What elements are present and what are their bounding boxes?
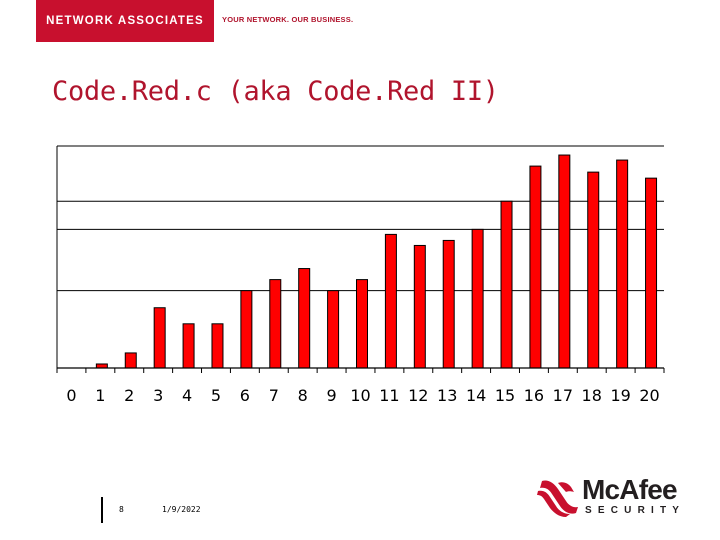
bar-8 (298, 268, 311, 369)
footer-divider (101, 497, 103, 523)
x-tick-label-6: 6 (240, 386, 250, 405)
page-title: Code.Red.c (aka Code.Red II) (52, 76, 499, 107)
brand-tagline: YOUR NETWORK. OUR BUSINESS. (222, 15, 354, 24)
bar-16 (529, 165, 542, 369)
bar-5 (211, 323, 224, 369)
bar-13 (442, 239, 455, 369)
mcafee-security-label: SECURITY (585, 505, 686, 516)
x-tick-label-8: 8 (298, 386, 308, 405)
chart-bars (95, 154, 658, 369)
x-tick-label-13: 13 (437, 386, 457, 405)
bar-9 (327, 290, 340, 369)
bar-1 (95, 363, 108, 369)
slide-date: 1/9/2022 (162, 505, 201, 514)
x-tick-label-9: 9 (327, 386, 337, 405)
x-tick-label-19: 19 (610, 386, 630, 405)
brand-banner: NETWORK ASSOCIATES (36, 0, 214, 42)
bar-10 (356, 279, 368, 369)
x-tick-label-4: 4 (182, 386, 192, 405)
x-tick-label-20: 20 (639, 386, 659, 405)
bar-6 (240, 290, 253, 369)
x-tick-label-5: 5 (211, 386, 221, 405)
bar-12 (413, 244, 426, 369)
x-tick-label-12: 12 (408, 386, 428, 405)
x-tick-label-11: 11 (379, 386, 399, 405)
x-tick-label-3: 3 (153, 386, 163, 405)
bar-18 (587, 171, 600, 369)
x-tick-label-15: 15 (495, 386, 515, 405)
x-tick-label-18: 18 (582, 386, 602, 405)
bar-15 (500, 200, 513, 369)
chart-axes (56, 146, 665, 373)
bar-3 (153, 307, 166, 369)
bar-19 (616, 159, 629, 369)
bar-17 (558, 154, 571, 369)
x-tick-label-14: 14 (466, 386, 486, 405)
bar-4 (182, 323, 195, 369)
x-tick-label-16: 16 (524, 386, 544, 405)
bar-20 (645, 177, 658, 369)
page-number: 8 (119, 505, 124, 514)
bar-7 (269, 279, 282, 369)
x-tick-label-17: 17 (553, 386, 573, 405)
bar-2 (124, 352, 137, 369)
x-tick-label-0: 0 (66, 386, 76, 405)
x-tick-label-2: 2 (124, 386, 134, 405)
x-tick-label-7: 7 (269, 386, 279, 405)
bar-14 (471, 228, 484, 369)
mcafee-wordmark: McAfee (582, 474, 678, 505)
chart-gridlines (57, 145, 664, 292)
x-axis-tick-labels: 0 1 2 3 4 5 6 7 8 9 10 11 12 13 14 15 16 17 18 19 20 (66, 386, 659, 405)
mcafee-logo: McAfee SECURITY (536, 474, 686, 520)
x-tick-label-10: 10 (350, 386, 370, 405)
brand-name: NETWORK ASSOCIATES (46, 15, 204, 27)
bar-11 (384, 233, 397, 369)
x-tick-label-1: 1 (95, 386, 105, 405)
mcafee-shield-icon (537, 480, 578, 517)
